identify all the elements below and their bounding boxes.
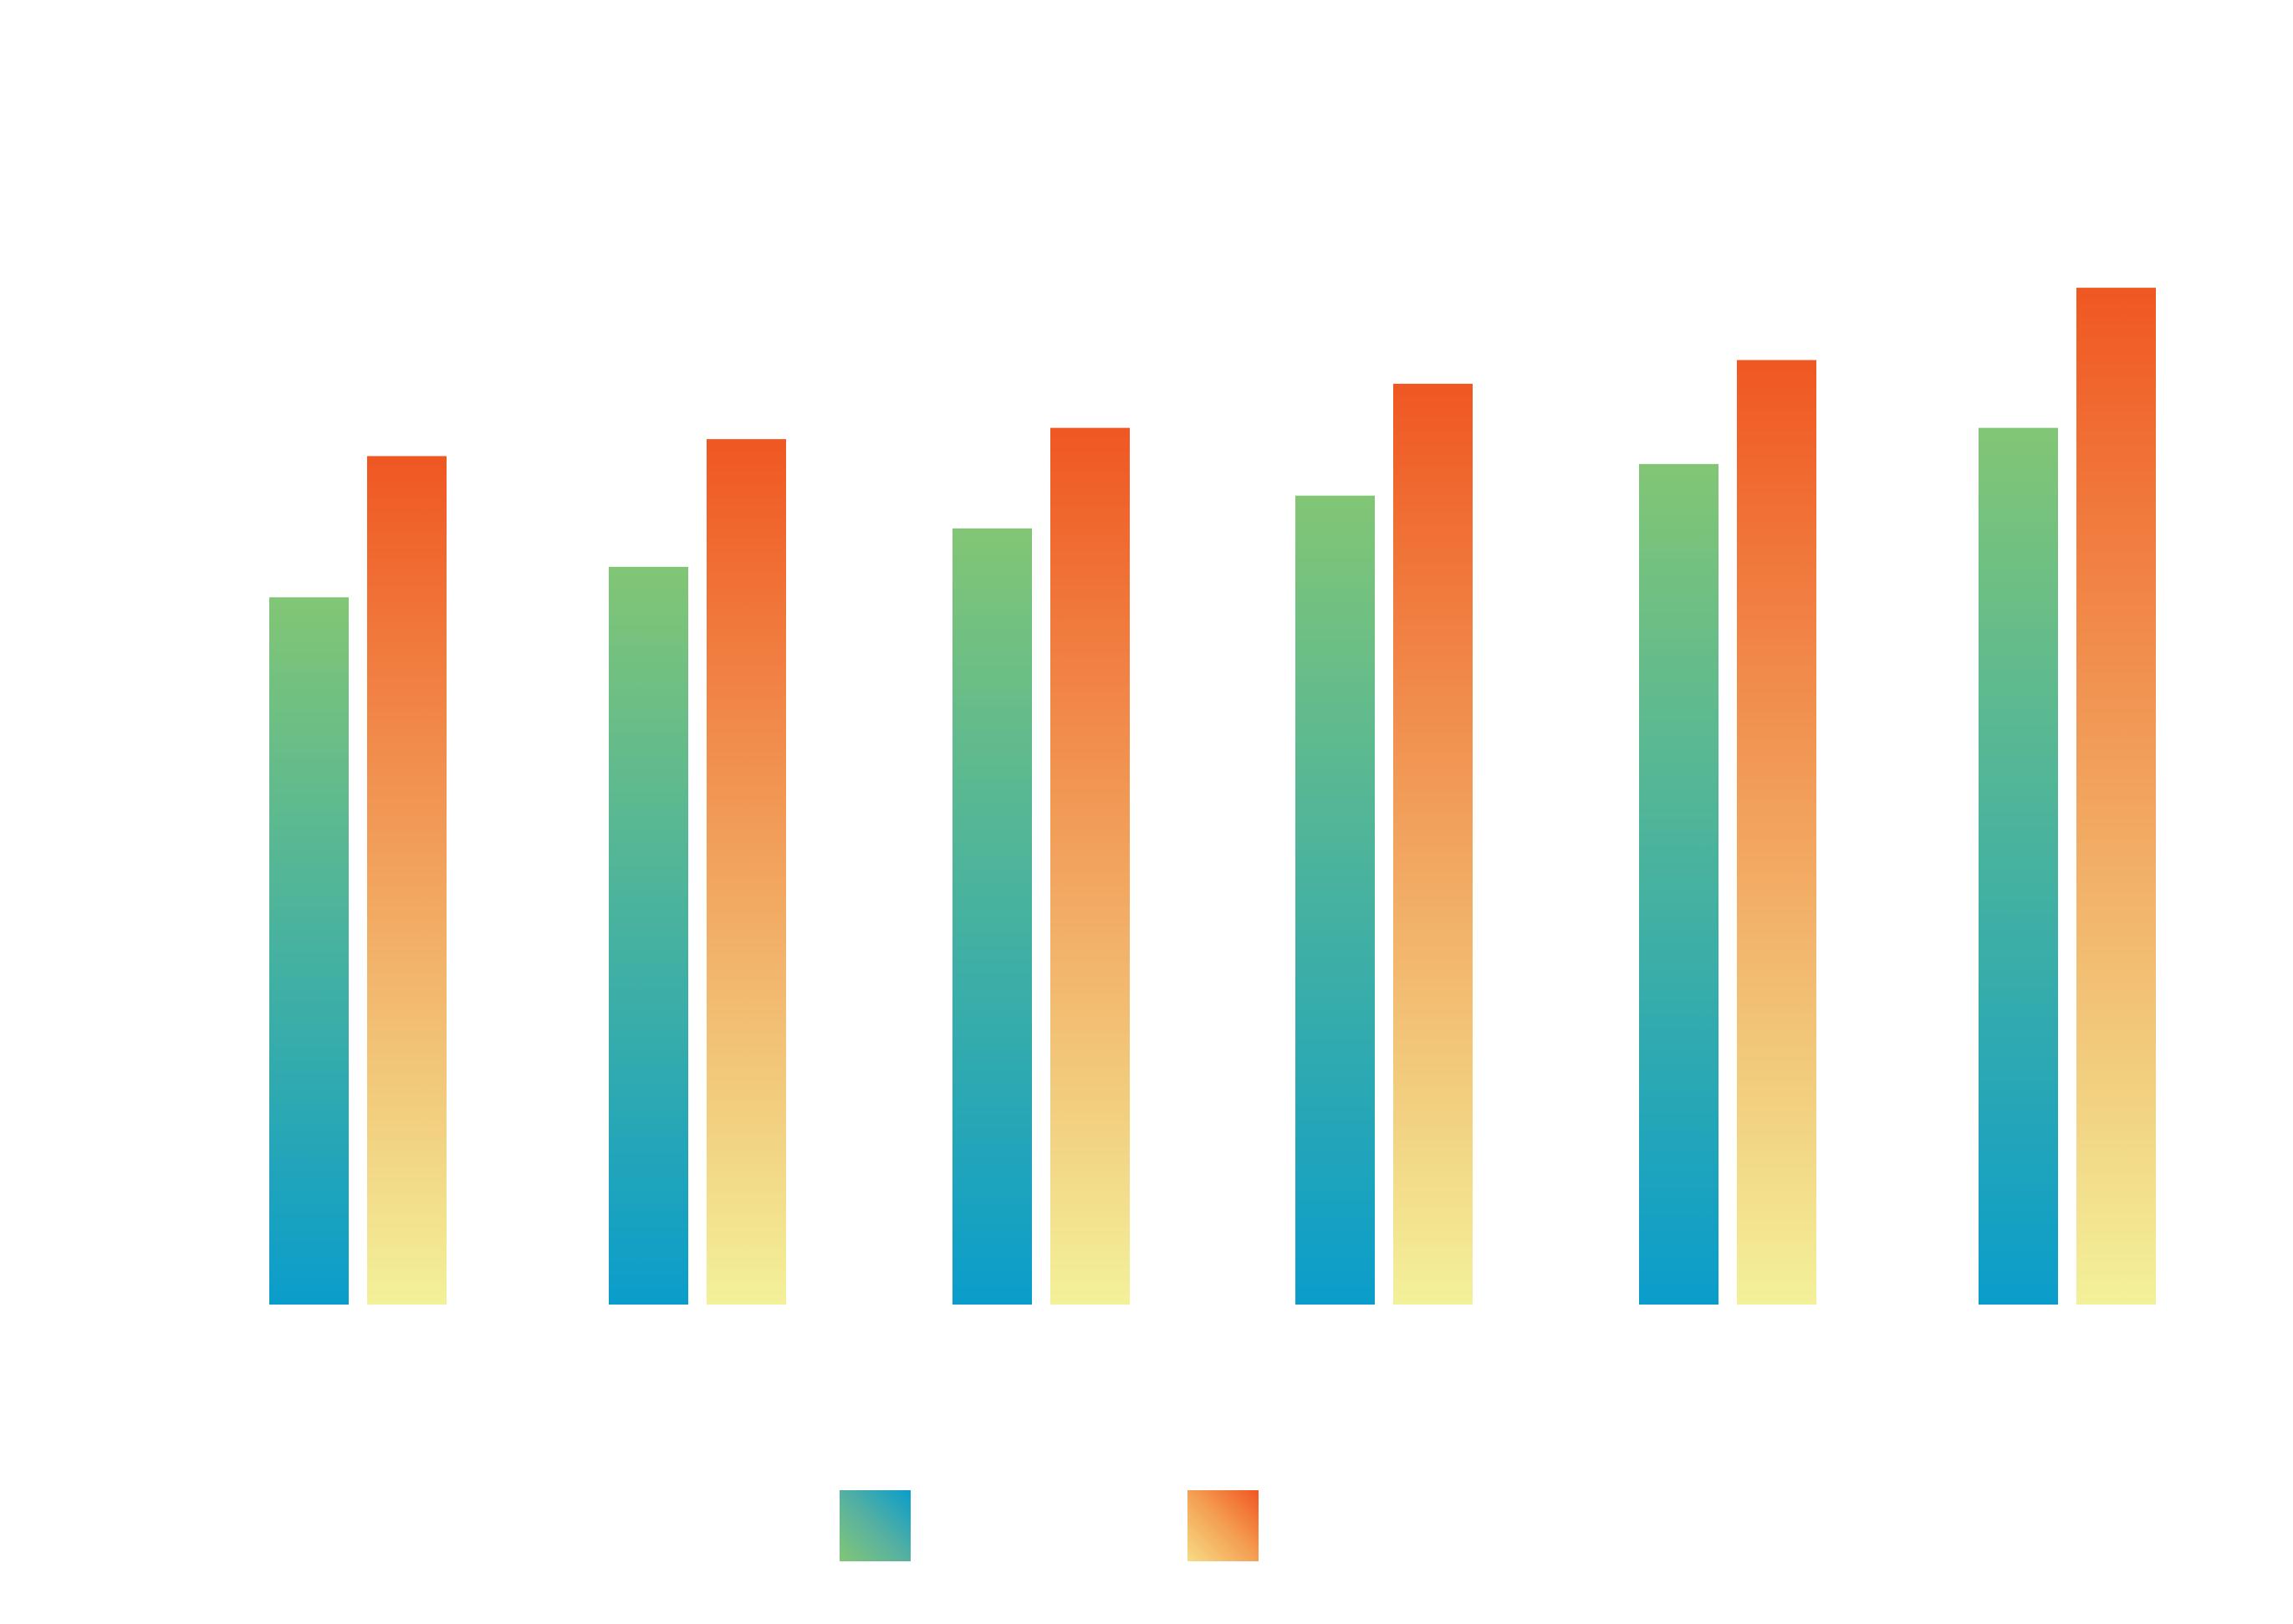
bar-series-1 [952, 528, 1032, 1305]
bar-series-1 [269, 597, 349, 1305]
bar-series-2 [1050, 427, 1130, 1305]
bar-groups [269, 288, 2156, 1305]
legend-swatch [1187, 1490, 1259, 1561]
bar-series-2 [707, 439, 786, 1305]
legend-item [840, 1490, 911, 1561]
bar-series-2 [367, 456, 447, 1305]
legend-swatch [840, 1490, 911, 1561]
bar-series-2 [1393, 383, 1473, 1305]
bar-series-1 [609, 566, 688, 1305]
bar-series-1 [1295, 495, 1375, 1305]
bar-series-2 [2076, 288, 2156, 1305]
bar-series-2 [1737, 360, 1816, 1305]
bar-group [1979, 288, 2156, 1305]
bar-group [952, 427, 1130, 1305]
bar-series-1 [1979, 427, 2058, 1305]
bar-group [1295, 383, 1473, 1305]
bar-series-1 [1639, 463, 1718, 1305]
legend [840, 1490, 1259, 1561]
bar-group [609, 439, 786, 1305]
legend-item [1187, 1490, 1259, 1561]
bar-group [1639, 360, 1816, 1305]
bar-group [269, 456, 447, 1305]
